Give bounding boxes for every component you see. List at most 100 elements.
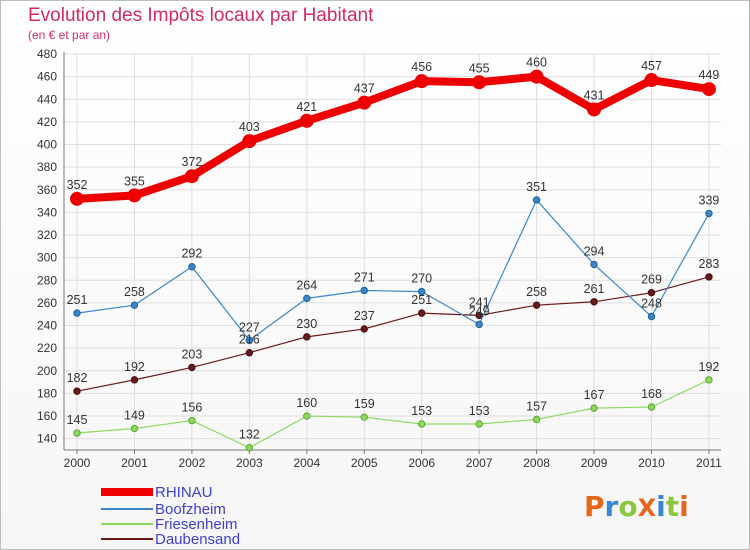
data-point-friesenheim[interactable] [245,444,254,452]
data-point-friesenheim[interactable] [360,413,368,421]
data-label-friesenheim: 145 [67,413,88,427]
data-point-boofzheim[interactable] [532,196,541,204]
data-label-boofzheim: 258 [124,285,145,299]
data-point-rhinau[interactable] [357,95,372,110]
data-label-daubensand: 241 [469,295,490,309]
data-point-friesenheim[interactable] [303,412,311,420]
data-label-rhinau: 372 [181,155,202,169]
data-point-rhinau[interactable] [414,74,429,89]
data-point-rhinau[interactable] [701,82,716,97]
data-label-daubensand: 269 [641,273,662,287]
data-point-boofzheim[interactable] [360,286,368,295]
data-label-daubensand: 261 [584,282,605,296]
grid-lines [64,53,721,450]
legend-item-boofzheim[interactable]: Boofzheim [101,501,226,518]
data-point-rhinau[interactable] [70,191,84,206]
data-point-daubensand[interactable] [73,387,81,395]
x-tick-label: 2004 [293,456,320,470]
data-label-friesenheim: 157 [526,399,547,413]
data-point-boofzheim[interactable] [647,312,656,321]
data-point-daubensand[interactable] [418,309,426,317]
data-point-boofzheim[interactable] [475,320,483,329]
data-label-boofzheim: 351 [526,180,547,194]
data-label-rhinau: 355 [124,174,145,188]
data-label-friesenheim: 132 [239,428,260,442]
data-point-boofzheim[interactable] [245,336,254,344]
data-point-daubensand[interactable] [475,311,483,320]
data-point-rhinau[interactable] [184,169,199,184]
data-label-rhinau: 437 [354,82,375,96]
data-point-rhinau[interactable] [299,113,314,128]
data-point-daubensand[interactable] [130,376,139,384]
legend-label-rhinau: RHINAU [155,483,213,501]
data-point-daubensand[interactable] [705,273,713,281]
data-point-friesenheim[interactable] [705,376,713,384]
x-tick-label: 2001 [121,456,148,470]
data-label-boofzheim: 271 [354,270,375,284]
data-point-daubensand[interactable] [590,298,598,306]
proxiti-logo: ProXiti [584,490,689,523]
data-point-friesenheim[interactable] [418,420,426,428]
y-tick-label: 360 [37,183,57,197]
data-point-daubensand[interactable] [532,301,541,309]
data-point-rhinau[interactable] [529,69,544,84]
data-point-friesenheim[interactable] [475,420,483,428]
logo-letter: X [637,494,657,522]
x-tick-label: 2010 [638,456,665,470]
data-point-boofzheim[interactable] [303,294,311,303]
logo-letter: o [618,490,638,523]
data-label-friesenheim: 168 [641,387,662,401]
data-point-boofzheim[interactable] [705,209,713,218]
data-label-daubensand: 203 [181,347,202,361]
y-tick-label: 400 [37,138,57,152]
logo-letter: P [584,490,605,523]
y-tick-label: 420 [37,115,57,129]
data-point-rhinau[interactable] [472,75,487,90]
data-label-rhinau: 455 [469,61,490,75]
data-point-rhinau[interactable] [644,73,659,88]
legend-item-daubensand[interactable]: Daubensand [101,531,240,548]
data-point-friesenheim[interactable] [590,404,598,412]
data-label-rhinau: 431 [584,88,605,102]
series-line-friesenheim [76,379,710,449]
legend-item-rhinau[interactable]: RHINAU [101,483,213,501]
y-tick-label: 140 [37,432,57,446]
logo-letter: t [665,490,680,523]
data-point-daubensand[interactable] [303,333,311,341]
data-labels: 352 355 372 403 421 437 456 455 460 431 457 449 251 2… [67,56,720,442]
data-label-rhinau: 449 [699,68,720,82]
data-point-rhinau[interactable] [587,102,602,117]
data-label-boofzheim: 339 [699,194,720,208]
data-point-friesenheim[interactable] [188,416,196,425]
data-point-friesenheim[interactable] [73,429,81,437]
data-point-friesenheim[interactable] [647,403,656,411]
data-label-rhinau: 352 [67,178,88,192]
chart-title: Evolution des Impôts locaux par Habitant [28,5,374,26]
data-point-daubensand[interactable] [245,348,254,357]
y-tick-label: 220 [37,341,57,355]
legend-swatch-friesenheim [101,523,153,525]
data-point-daubensand[interactable] [188,363,196,372]
tick-labels: 140 160 180 200 220 240 260 280 300 320 340 360 380 4… [37,47,722,470]
legend-swatch-boofzheim [101,508,153,510]
data-point-boofzheim[interactable] [188,263,196,271]
logo-letter: r [604,490,619,523]
data-point-boofzheim[interactable] [130,301,139,309]
legend-item-friesenheim[interactable]: Friesenheim [101,516,238,533]
data-point-boofzheim[interactable] [418,287,426,296]
legend-swatch-daubensand [101,538,153,540]
data-point-friesenheim[interactable] [532,415,541,424]
data-point-rhinau[interactable] [242,134,257,149]
data-point-daubensand[interactable] [647,289,656,297]
y-tick-label: 180 [37,386,57,400]
data-label-friesenheim: 156 [181,401,202,415]
data-point-boofzheim[interactable] [590,260,598,269]
data-point-daubensand[interactable] [360,325,368,333]
y-tick-label: 300 [37,251,57,265]
data-point-friesenheim[interactable] [130,424,139,433]
data-label-rhinau: 460 [526,56,547,70]
data-label-boofzheim: 292 [181,247,202,261]
data-point-boofzheim[interactable] [73,309,81,317]
data-point-rhinau[interactable] [127,188,142,203]
